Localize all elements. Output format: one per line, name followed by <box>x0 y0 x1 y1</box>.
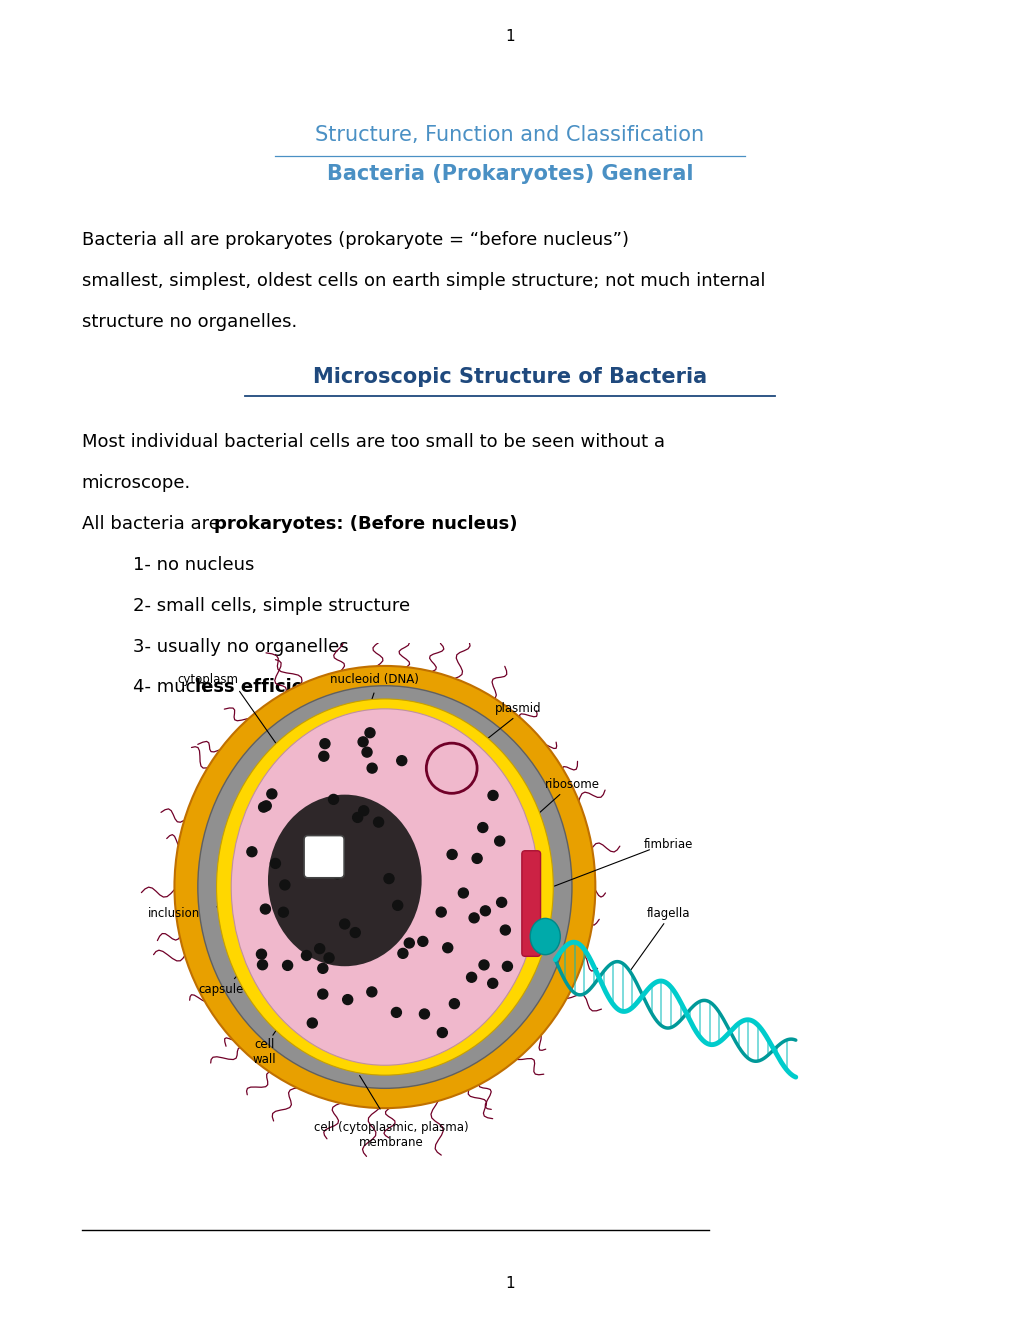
Circle shape <box>267 789 276 799</box>
Text: structure no organelles.: structure no organelles. <box>82 313 297 331</box>
Circle shape <box>418 936 427 946</box>
Text: Bacteria all are prokaryotes (prokaryote = “before nucleus”): Bacteria all are prokaryotes (prokaryote… <box>82 231 628 249</box>
Text: cell (cytoplasmic, plasma)
membrane: cell (cytoplasmic, plasma) membrane <box>314 1121 469 1148</box>
Circle shape <box>391 1007 401 1018</box>
Circle shape <box>319 751 328 762</box>
Circle shape <box>315 944 324 953</box>
Circle shape <box>350 928 360 937</box>
FancyBboxPatch shape <box>304 836 343 878</box>
Circle shape <box>307 1018 317 1028</box>
Circle shape <box>480 906 490 916</box>
Circle shape <box>487 978 497 989</box>
Text: prokaryotes: (Before nucleus): prokaryotes: (Before nucleus) <box>214 515 518 533</box>
Circle shape <box>479 960 488 970</box>
Text: smallest, simplest, oldest cells on earth simple structure; not much internal: smallest, simplest, oldest cells on eart… <box>82 272 764 290</box>
Circle shape <box>472 854 482 863</box>
Circle shape <box>309 867 319 878</box>
Circle shape <box>442 942 452 953</box>
Ellipse shape <box>268 795 421 966</box>
Circle shape <box>404 939 414 948</box>
Circle shape <box>318 989 327 999</box>
Circle shape <box>437 1028 447 1038</box>
Circle shape <box>449 999 459 1008</box>
Circle shape <box>270 858 280 869</box>
Text: 2- small cells, simple structure: 2- small cells, simple structure <box>132 597 410 615</box>
Ellipse shape <box>198 686 572 1088</box>
Text: ribosome: ribosome <box>544 779 599 791</box>
Text: capsule: capsule <box>199 983 244 995</box>
Circle shape <box>494 836 504 846</box>
Ellipse shape <box>216 700 552 1074</box>
Text: microscope.: microscope. <box>82 474 191 492</box>
Circle shape <box>282 961 292 970</box>
FancyBboxPatch shape <box>522 851 540 956</box>
Ellipse shape <box>231 709 538 1065</box>
Circle shape <box>318 964 327 973</box>
Circle shape <box>469 913 479 923</box>
Text: flagella: flagella <box>646 907 690 920</box>
Text: fimbriae: fimbriae <box>644 838 693 850</box>
Circle shape <box>257 960 267 970</box>
Circle shape <box>466 973 476 982</box>
Circle shape <box>359 805 369 816</box>
Circle shape <box>392 900 403 911</box>
Ellipse shape <box>174 665 595 1107</box>
Circle shape <box>365 727 375 738</box>
Circle shape <box>328 795 338 804</box>
Circle shape <box>358 737 368 747</box>
Text: cell
wall: cell wall <box>253 1038 276 1067</box>
Text: 1- no nucleus: 1- no nucleus <box>132 556 254 574</box>
Circle shape <box>342 995 353 1005</box>
Circle shape <box>261 801 271 810</box>
Circle shape <box>496 898 506 907</box>
Circle shape <box>260 904 270 913</box>
Text: 3- usually no organelles: 3- usually no organelles <box>132 638 347 656</box>
Circle shape <box>353 813 363 822</box>
Circle shape <box>247 847 257 857</box>
Text: 1: 1 <box>504 1276 515 1291</box>
Text: less efficient: less efficient <box>195 678 325 697</box>
Circle shape <box>458 888 468 898</box>
Circle shape <box>396 755 407 766</box>
Circle shape <box>339 919 350 929</box>
Circle shape <box>446 850 457 859</box>
Circle shape <box>324 953 334 962</box>
Text: design: design <box>304 678 369 697</box>
Circle shape <box>373 817 383 828</box>
Circle shape <box>477 822 487 833</box>
Circle shape <box>487 791 497 800</box>
Circle shape <box>502 961 512 972</box>
Circle shape <box>397 949 408 958</box>
Circle shape <box>302 950 311 961</box>
Text: 1: 1 <box>504 29 515 44</box>
Circle shape <box>436 907 445 917</box>
Text: nucleoid (DNA): nucleoid (DNA) <box>330 673 419 685</box>
Text: inclusion: inclusion <box>148 907 201 920</box>
Text: All bacteria are: All bacteria are <box>82 515 225 533</box>
Circle shape <box>500 925 510 935</box>
Circle shape <box>256 949 266 960</box>
Text: 4- much: 4- much <box>132 678 212 697</box>
Circle shape <box>383 874 393 883</box>
Circle shape <box>419 1008 429 1019</box>
Circle shape <box>279 880 289 890</box>
Circle shape <box>332 869 342 879</box>
Circle shape <box>367 987 376 997</box>
Circle shape <box>278 907 288 917</box>
Text: Bacteria (Prokaryotes) General: Bacteria (Prokaryotes) General <box>326 164 693 183</box>
Circle shape <box>320 739 329 748</box>
Circle shape <box>362 747 372 758</box>
Text: Most individual bacterial cells are too small to be seen without a: Most individual bacterial cells are too … <box>82 433 664 451</box>
Text: cytoplasm: cytoplasm <box>177 673 238 685</box>
Circle shape <box>367 763 377 774</box>
Ellipse shape <box>530 919 559 954</box>
Text: Microscopic Structure of Bacteria: Microscopic Structure of Bacteria <box>313 367 706 387</box>
Circle shape <box>259 803 268 812</box>
Text: plasmid: plasmid <box>494 702 541 715</box>
Text: Structure, Function and Classification: Structure, Function and Classification <box>315 125 704 145</box>
